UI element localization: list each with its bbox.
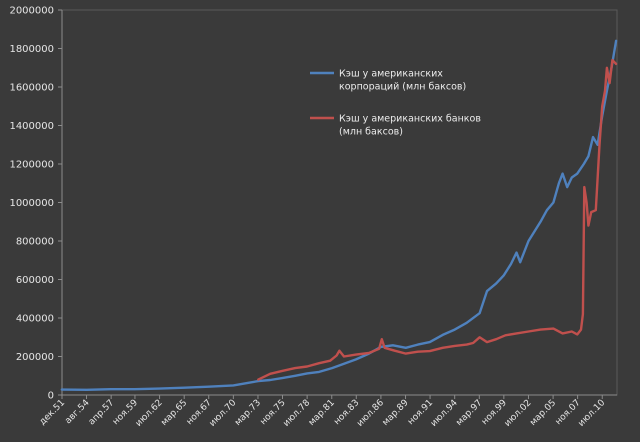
x-tick-label: мар.65 xyxy=(159,398,189,428)
x-tick-label: мар.73 xyxy=(233,398,263,428)
y-tick-label: 1200000 xyxy=(9,160,54,171)
legend-label-corporate: Кэш у американских корпораций (млн баксов… xyxy=(339,69,466,93)
legend-label-line: Кэш у американских банков xyxy=(339,114,481,125)
x-tick-label: июл.02 xyxy=(503,398,534,429)
x-tick-label: июл.94 xyxy=(429,398,460,429)
y-tick-label: 1600000 xyxy=(9,83,54,94)
plot-background xyxy=(61,9,618,396)
x-tick-label: июл.70 xyxy=(208,398,239,429)
x-tick-label: мар.97 xyxy=(454,398,484,428)
y-tick-label: 200000 xyxy=(16,352,54,363)
y-tick-label: 400000 xyxy=(16,314,54,325)
x-tick-label: июл.10 xyxy=(577,398,608,429)
x-tick-label: мар.05 xyxy=(528,398,558,428)
legend-label-line: Кэш у американских xyxy=(339,69,443,80)
x-tick-label: мар.81 xyxy=(307,398,337,428)
series-line-bank-cash xyxy=(257,58,618,381)
x-tick-label: июл.62 xyxy=(134,398,165,429)
series-line-corporate-cash xyxy=(60,39,618,391)
series-layer xyxy=(60,39,618,391)
y-tick-label: 1400000 xyxy=(9,121,54,132)
y-tick-label: 600000 xyxy=(16,275,54,286)
y-tick-label: 0 xyxy=(48,391,54,402)
plot-frame xyxy=(61,9,618,396)
y-axis: 0 200000 400000 600000 800000 1000000 1200000 1… xyxy=(9,6,62,402)
x-tick-label: мар.89 xyxy=(381,398,411,428)
x-axis: дек.51авг.54апр.57ноя.59июл.62мар.65ноя.… xyxy=(38,395,608,429)
legend-label-line: корпораций (млн баксов) xyxy=(339,82,466,93)
y-tick-label: 800000 xyxy=(16,237,54,248)
legend: Кэш у американских корпораций (млн баксов… xyxy=(310,69,481,138)
y-tick-label: 1800000 xyxy=(9,44,54,55)
y-tick-label: 1000000 xyxy=(9,198,54,209)
legend-label-line: (млн баксов) xyxy=(339,127,403,138)
legend-label-bank: Кэш у американских банков (млн баксов) xyxy=(339,114,481,138)
x-tick-label: июл.86 xyxy=(355,398,386,429)
x-tick-label: июл.78 xyxy=(281,398,312,429)
x-tick-label: дек.51 xyxy=(38,398,67,427)
x-tick-label: апр.57 xyxy=(87,398,116,427)
y-tick-label: 2000000 xyxy=(9,6,54,17)
